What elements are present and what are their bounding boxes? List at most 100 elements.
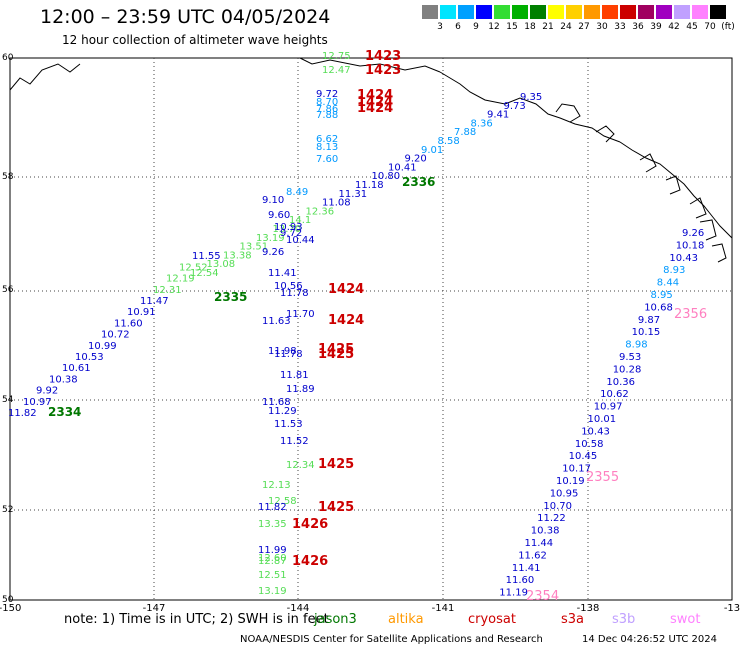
pass-time-label: 1424 xyxy=(357,101,393,116)
wave-height-label: 11.52 xyxy=(280,436,309,447)
wave-height-label: 10.62 xyxy=(600,389,629,400)
coastline-segment xyxy=(555,103,581,123)
wave-height-label: 8.13 xyxy=(316,142,338,153)
wave-height-label: 12.19 xyxy=(166,274,195,285)
wave-height-label: 10.28 xyxy=(613,364,642,375)
wave-height-label: 6.62 xyxy=(316,134,338,145)
pass-time-label: 1426 xyxy=(292,554,328,569)
colorbar-swatch xyxy=(566,5,583,19)
coastline-segment xyxy=(619,141,733,239)
wave-height-label: 9.60 xyxy=(268,210,290,221)
wave-height-label: 10.93 xyxy=(274,222,303,233)
wave-height-label: 11.99 xyxy=(258,545,287,556)
wave-height-label: 11.22 xyxy=(537,513,566,524)
colorbar-swatch xyxy=(476,5,493,19)
wave-height-label: 10.41 xyxy=(388,162,417,173)
lat-tick-label: 60 xyxy=(2,53,14,63)
colorbar-swatch xyxy=(602,5,619,19)
colorbar-label: 15 xyxy=(506,22,518,32)
wave-height-label: 10.36 xyxy=(606,377,635,388)
wave-height-label: 11.78 xyxy=(280,288,309,299)
wave-height-label: 9.10 xyxy=(262,195,284,206)
pass-time-label: 1423 xyxy=(365,49,401,64)
coastline-segment xyxy=(689,197,707,219)
wave-height-label: 11.29 xyxy=(268,406,297,417)
colorbar-label: 70 xyxy=(704,22,716,32)
footer-note: note: 1) Time is in UTC; 2) SWH is in fe… xyxy=(64,612,329,627)
colorbar-swatch xyxy=(656,5,673,19)
colorbar-label: 18 xyxy=(524,22,536,32)
wave-height-label: 12.75 xyxy=(322,51,351,62)
pass-time-label: 2334 xyxy=(48,405,81,419)
wave-height-label: 11.44 xyxy=(525,538,554,549)
lat-tick-label: 54 xyxy=(2,395,14,405)
wave-height-label: 10.18 xyxy=(676,240,705,251)
colorbar-swatch xyxy=(710,5,727,19)
lon-tick-label: -150 xyxy=(0,603,21,614)
wave-height-label: 11.60 xyxy=(114,318,143,329)
colorbar-swatch xyxy=(494,5,511,19)
colorbar-label: 27 xyxy=(578,22,590,32)
wave-height-label: 9.26 xyxy=(262,247,284,258)
wave-height-label: 10.56 xyxy=(274,281,303,292)
wave-height-label: 8.98 xyxy=(625,340,647,351)
mission-label-jason3: jason3 xyxy=(314,612,357,627)
wave-height-label: 11.82 xyxy=(258,502,287,513)
wave-height-label: 11.60 xyxy=(506,575,535,586)
wave-height-label: 12.54 xyxy=(190,268,219,279)
wave-height-label: 13.19 xyxy=(256,233,285,244)
colorbar-swatch xyxy=(638,5,655,19)
wave-height-label: 11.55 xyxy=(192,251,221,262)
wave-height-label: 13.51 xyxy=(240,242,269,253)
wave-height-label: 8.36 xyxy=(471,118,493,129)
wave-height-label: 11.62 xyxy=(518,550,547,561)
pass-time-label: 1425 xyxy=(318,457,354,472)
wave-height-label: 10.68 xyxy=(644,302,673,313)
wave-height-label: 12.47 xyxy=(322,65,351,76)
wave-height-label: 13.19 xyxy=(258,586,287,597)
wave-height-label: 10.53 xyxy=(75,352,104,363)
wave-height-label: 9.35 xyxy=(520,92,542,103)
wave-height-label: 9.72 xyxy=(280,228,302,239)
coastline-segment xyxy=(639,153,657,173)
colorbar-label: 33 xyxy=(614,22,626,32)
pass-time-label: 2354 xyxy=(526,589,559,604)
wave-height-label: 10.99 xyxy=(88,341,117,352)
wave-height-label: 10.97 xyxy=(23,397,52,408)
pass-time-label: 1424 xyxy=(328,313,364,328)
pass-time-label: 1425 xyxy=(318,342,354,357)
colorbar-label: 21 xyxy=(542,22,554,32)
pass-time-label: 1425 xyxy=(318,347,354,362)
pass-time-label: 1424 xyxy=(357,95,393,110)
wave-height-label: 9.53 xyxy=(619,352,641,363)
wave-height-label: 9.01 xyxy=(421,145,443,156)
wave-height-label: 10.43 xyxy=(581,426,610,437)
colorbar-label: 9 xyxy=(473,22,479,32)
lat-tick-label: 56 xyxy=(2,285,14,295)
colorbar-swatch xyxy=(620,5,637,19)
wave-height-label: 8.95 xyxy=(651,290,673,301)
wave-height-label: 13.08 xyxy=(207,259,236,270)
pass-time-label: 2355 xyxy=(586,470,619,485)
pass-time-label: 1423 xyxy=(365,63,401,78)
wave-height-label: 10.91 xyxy=(127,307,156,318)
pass-time-label: 2335 xyxy=(214,290,247,304)
colorbar-swatch xyxy=(530,5,547,19)
wave-height-label: 8.49 xyxy=(286,187,308,198)
wave-height-label: 10.01 xyxy=(588,414,617,425)
colorbar-label: 30 xyxy=(596,22,608,32)
wave-height-label: 12.87 xyxy=(258,556,287,567)
wave-height-label: 13.35 xyxy=(258,519,287,530)
wave-height-label: 7.88 xyxy=(316,110,338,121)
wave-height-label: 10.19 xyxy=(556,476,585,487)
colorbar-units: (ft) xyxy=(721,22,735,32)
wave-height-label: 11.81 xyxy=(280,370,309,381)
coastline-segment xyxy=(9,63,81,91)
wave-height-label: 8.58 xyxy=(438,136,460,147)
pass-time-label: 1426 xyxy=(292,517,328,532)
coastline-segment xyxy=(595,125,615,143)
wave-height-label: 11.63 xyxy=(262,316,291,327)
wave-height-label: 10.43 xyxy=(669,253,698,264)
colorbar-swatch xyxy=(548,5,565,19)
wave-height-label: 9.26 xyxy=(682,228,704,239)
